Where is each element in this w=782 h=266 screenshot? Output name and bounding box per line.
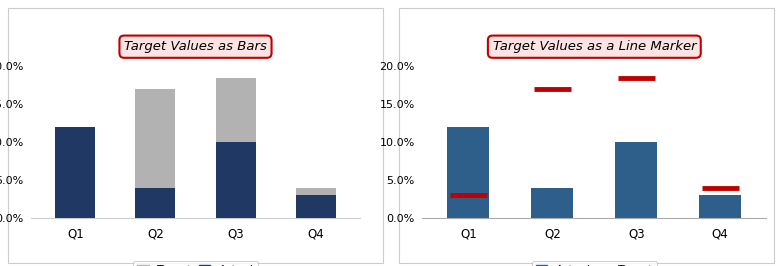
Legend: Target, Actual: Target, Actual: [133, 261, 258, 266]
Bar: [296, 188, 335, 218]
Bar: [216, 77, 256, 218]
Bar: [56, 195, 95, 218]
Bar: [615, 142, 657, 218]
Title: Target Values as a Line Marker: Target Values as a Line Marker: [493, 40, 696, 53]
Bar: [532, 188, 573, 218]
Title: Target Values as Bars: Target Values as Bars: [124, 40, 267, 53]
Bar: [447, 127, 490, 218]
Bar: [296, 195, 335, 218]
Bar: [699, 195, 741, 218]
Bar: [135, 188, 175, 218]
Legend: Actual, Target: Actual, Target: [532, 261, 657, 266]
Bar: [135, 89, 175, 218]
Bar: [56, 127, 95, 218]
Bar: [216, 142, 256, 218]
